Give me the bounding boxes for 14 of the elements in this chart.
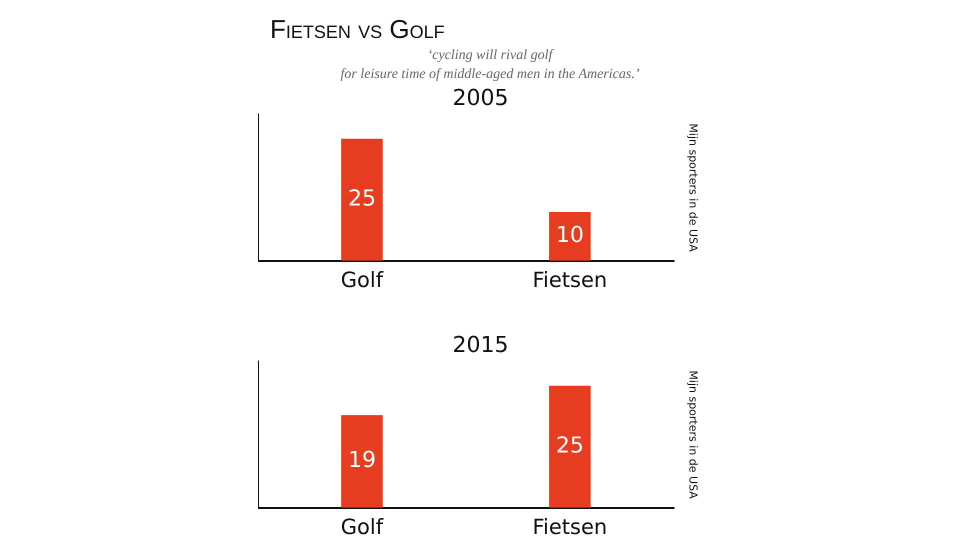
- x-tick-label: Fietsen: [532, 268, 608, 292]
- data-label: 25: [556, 434, 584, 459]
- data-label: 25: [348, 186, 376, 212]
- y-axis-title: Mijn sporters in de USA: [686, 370, 700, 500]
- chart-title: 2015: [452, 332, 508, 358]
- data-label: 10: [556, 223, 584, 248]
- x-tick-label: Golf: [340, 514, 384, 539]
- text: Fietsen vs Golf: [270, 14, 445, 45]
- x-tick-label: Fietsen: [532, 514, 608, 539]
- x-tick-label: Golf: [340, 268, 384, 292]
- data-label: 19: [348, 448, 376, 474]
- chart-title: 2005: [452, 86, 508, 111]
- text: ‘cycling will rival golf for leisure time of middle-aged men in the Americas.’: [340, 47, 640, 84]
- y-axis-title: Mijn sporters in de USA: [686, 123, 700, 252]
